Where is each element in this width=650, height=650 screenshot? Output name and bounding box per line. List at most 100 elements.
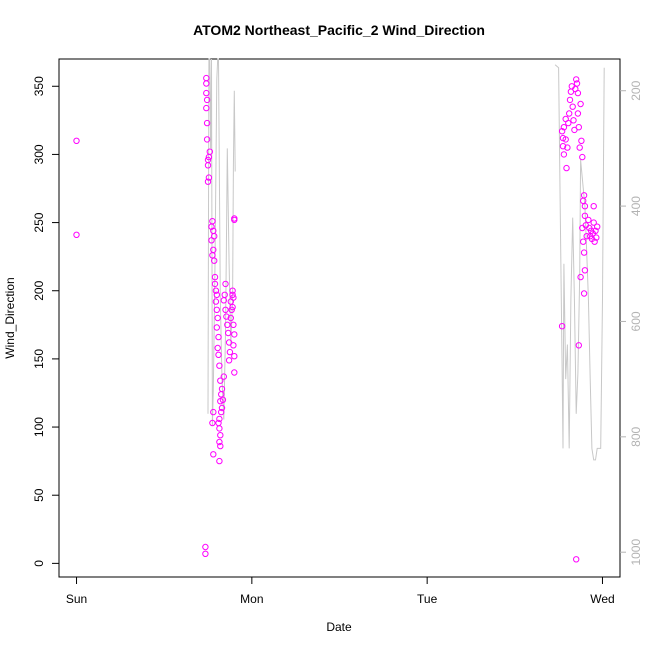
wind-direction-points bbox=[73, 74, 601, 563]
data-point bbox=[213, 306, 221, 313]
y2-tick-label: 400 bbox=[629, 196, 643, 216]
data-point bbox=[580, 238, 587, 245]
data-point bbox=[209, 218, 216, 225]
data-point bbox=[224, 321, 231, 328]
data-point bbox=[580, 290, 588, 297]
data-point bbox=[211, 280, 219, 288]
data-point bbox=[581, 203, 589, 210]
data-point bbox=[560, 124, 568, 131]
data-point bbox=[576, 144, 583, 151]
data-point bbox=[221, 291, 228, 298]
x-axis-label: Date bbox=[326, 620, 352, 634]
data-point bbox=[573, 80, 581, 87]
data-point bbox=[228, 306, 235, 313]
data-point bbox=[225, 339, 233, 346]
plot-area bbox=[58, 58, 621, 578]
data-point bbox=[223, 313, 230, 320]
data-point bbox=[216, 362, 223, 369]
data-point bbox=[205, 153, 213, 161]
data-point bbox=[577, 100, 584, 108]
data-point bbox=[203, 74, 210, 82]
data-point bbox=[215, 333, 222, 341]
y2-tick-label: 1000 bbox=[629, 539, 643, 566]
data-point bbox=[219, 396, 227, 403]
data-point bbox=[564, 144, 571, 151]
y-tick-label: 250 bbox=[32, 212, 46, 232]
data-point bbox=[577, 273, 584, 281]
data-point bbox=[73, 137, 80, 145]
data-point bbox=[574, 89, 582, 97]
data-point bbox=[581, 267, 589, 274]
data-point bbox=[581, 212, 589, 220]
data-point bbox=[573, 76, 580, 83]
y-tick-label: 150 bbox=[32, 349, 46, 369]
data-point bbox=[210, 408, 217, 416]
data-point bbox=[591, 238, 598, 245]
data-point bbox=[203, 89, 210, 97]
data-point bbox=[580, 197, 587, 205]
data-point bbox=[569, 103, 576, 110]
data-point bbox=[562, 136, 569, 143]
data-point bbox=[202, 543, 209, 551]
data-point bbox=[590, 203, 597, 210]
data-point bbox=[209, 419, 216, 427]
data-point bbox=[218, 408, 225, 416]
data-point bbox=[73, 231, 80, 239]
data-point bbox=[231, 331, 238, 338]
data-point bbox=[230, 321, 237, 328]
data-point bbox=[227, 314, 235, 322]
data-point bbox=[226, 348, 234, 356]
data-point bbox=[217, 442, 224, 450]
data-point bbox=[218, 385, 226, 393]
data-point bbox=[574, 110, 582, 117]
data-point bbox=[229, 303, 236, 311]
data-point bbox=[230, 342, 237, 349]
y-axis-label: Wind_Direction bbox=[3, 277, 17, 358]
data-point bbox=[231, 369, 238, 376]
data-point bbox=[202, 550, 209, 557]
data-point bbox=[217, 377, 224, 384]
right-axis-series-line bbox=[207, 58, 605, 461]
data-point bbox=[222, 280, 229, 288]
data-point bbox=[220, 373, 228, 380]
data-point bbox=[558, 323, 566, 330]
y2-tick-label: 600 bbox=[629, 311, 643, 331]
data-point bbox=[222, 306, 229, 313]
data-point bbox=[592, 227, 599, 235]
data-point bbox=[213, 324, 221, 331]
data-point bbox=[578, 137, 585, 145]
data-point bbox=[203, 104, 210, 112]
data-point bbox=[579, 153, 586, 161]
data-point bbox=[580, 192, 588, 199]
y-tick-label: 100 bbox=[32, 417, 46, 437]
data-point bbox=[203, 96, 211, 104]
data-point bbox=[214, 344, 221, 352]
y-axis: 0 50 100 150 200 250 300 350 bbox=[32, 76, 59, 567]
data-point bbox=[216, 438, 223, 446]
data-point bbox=[560, 151, 568, 158]
y-tick-label: 350 bbox=[32, 76, 46, 96]
data-point bbox=[203, 119, 211, 127]
data-point bbox=[212, 298, 220, 305]
data-point bbox=[211, 257, 218, 264]
data-point bbox=[210, 246, 217, 254]
data-point bbox=[204, 162, 212, 169]
data-point bbox=[231, 353, 238, 360]
data-point bbox=[565, 119, 572, 127]
data-point bbox=[229, 287, 236, 294]
data-point bbox=[575, 124, 582, 131]
x-tick-label: Sun bbox=[66, 592, 87, 606]
y-tick-label: 200 bbox=[32, 280, 46, 300]
data-point bbox=[203, 136, 211, 143]
data-point bbox=[594, 223, 601, 230]
data-point bbox=[225, 357, 233, 364]
data-point bbox=[210, 451, 217, 458]
data-point bbox=[211, 233, 218, 240]
data-point bbox=[566, 110, 573, 117]
data-point bbox=[590, 219, 597, 226]
y-tick-label: 0 bbox=[32, 560, 46, 567]
data-point bbox=[558, 128, 566, 135]
data-point bbox=[575, 342, 582, 349]
x-tick-label: Tue bbox=[417, 592, 438, 606]
